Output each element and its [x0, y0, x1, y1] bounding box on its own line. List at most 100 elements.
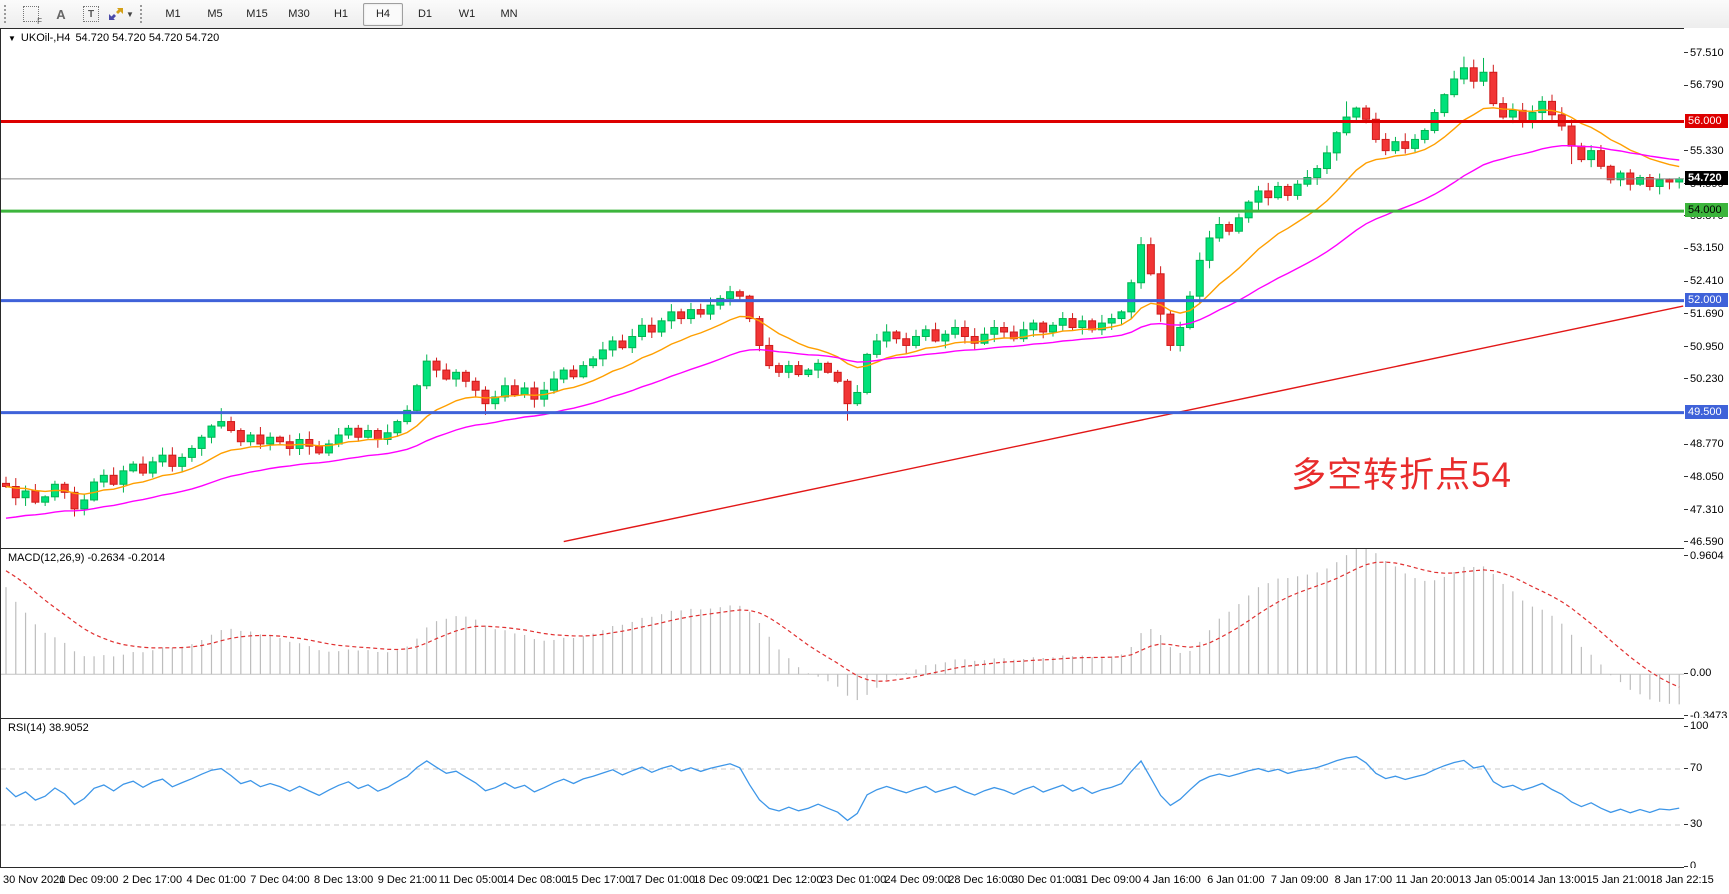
candle-body — [951, 327, 960, 335]
main-price-pane[interactable]: ▼ UKOil-,H4 54.720 54.720 54.720 54.720 … — [0, 28, 1685, 549]
timeframe-button-m5[interactable]: M5 — [207, 8, 223, 20]
timeframe-button-mn[interactable]: MN — [500, 8, 518, 20]
time-label: 23 Dec 01:00 — [820, 874, 887, 886]
time-label: 14 Jan 13:00 — [1522, 874, 1587, 886]
candle-body — [784, 365, 793, 373]
candle-body — [305, 438, 314, 447]
candle-body — [1459, 67, 1468, 80]
toolbar-grip-2[interactable] — [140, 5, 149, 23]
selection-tool-button[interactable]: F — [18, 3, 44, 26]
price-axis[interactable]: 57.51056.79055.33054.59053.87053.15052.4… — [1684, 28, 1729, 549]
candle-body — [579, 365, 588, 378]
candle-body — [491, 396, 500, 405]
tick-mark — [1684, 555, 1688, 557]
symbol-label: UKOil-,H4 — [20, 32, 71, 44]
timeframe-button-m30[interactable]: M30 — [288, 8, 310, 20]
timeframe-button-d1[interactable]: D1 — [417, 8, 433, 20]
candle-body — [608, 340, 617, 351]
candle-body — [1097, 322, 1106, 331]
time-label: 8 Jan 17:00 — [1334, 874, 1393, 886]
toolbar-grip[interactable] — [4, 5, 13, 23]
candle-body — [569, 369, 578, 378]
candle-body — [70, 491, 79, 510]
candle-body — [354, 427, 363, 438]
axis-tick: 100 — [1684, 720, 1708, 733]
axis-tick: 52.410 — [1684, 275, 1724, 288]
candle-body — [1215, 224, 1224, 239]
timeframe-button-h4[interactable]: H4 — [363, 2, 403, 26]
candle-body — [452, 371, 461, 380]
price-chart-canvas[interactable] — [1, 29, 1684, 548]
candle-body — [1166, 313, 1175, 346]
tick-label: 70 — [1690, 762, 1703, 774]
time-label: 21 Dec 12:00 — [757, 874, 823, 886]
trendline[interactable] — [563, 305, 1684, 543]
rsi-canvas[interactable] — [1, 719, 1684, 867]
candle-body — [1508, 109, 1517, 118]
tick-mark — [1684, 313, 1688, 315]
candle-body — [1420, 129, 1429, 140]
candle-body — [1469, 67, 1478, 82]
candle-body — [921, 329, 930, 337]
candle-body — [638, 324, 647, 337]
ohlc-quotes: 54.720 54.720 54.720 54.720 — [75, 32, 220, 44]
macd-pane[interactable]: MACD(12,26,9) -0.2634 -0.2014 — [0, 548, 1685, 719]
time-label: 18 Jan 22:15 — [1650, 874, 1714, 886]
candle-body — [1117, 311, 1126, 320]
candle-body — [432, 360, 441, 371]
candle-body — [1655, 179, 1664, 187]
symbol-caret-icon: ▼ — [8, 33, 16, 43]
candle-body — [1225, 224, 1234, 232]
candle-body — [1156, 273, 1165, 315]
candle-body — [1058, 318, 1067, 326]
candle-body — [60, 483, 69, 493]
tick-label: 0.00 — [1690, 667, 1712, 680]
label-tool-button[interactable]: A — [48, 3, 74, 25]
axis-tick: 55.330 — [1684, 144, 1724, 157]
time-axis[interactable]: 30 Nov 2020 1 Dec 09:00 2 Dec 17:00 4 Dec 0… — [0, 868, 1729, 894]
candle-body — [138, 463, 147, 474]
candle-body — [833, 371, 842, 382]
rsi-pane[interactable]: RSI(14) 38.9052 — [0, 718, 1685, 868]
candle-body — [549, 378, 558, 391]
candle-body — [501, 385, 510, 398]
candle-body — [1048, 324, 1057, 333]
timeframe-button-w1[interactable]: W1 — [458, 8, 476, 20]
candle-body — [266, 436, 275, 445]
candle-body — [1313, 168, 1322, 179]
axis-tick: 0 — [1684, 860, 1696, 873]
candle-body — [41, 496, 50, 503]
axis-tick: 48.050 — [1684, 470, 1724, 483]
candle-body — [1450, 78, 1459, 96]
time-label: 1 Dec 09:00 — [59, 874, 119, 886]
candle-body — [735, 291, 744, 297]
macd-canvas[interactable] — [1, 549, 1684, 718]
timeframe-button-h1[interactable]: H1 — [333, 8, 349, 20]
candle-body — [383, 432, 392, 440]
candle-body — [31, 490, 40, 503]
timeframe-button-m15[interactable]: M15 — [246, 8, 268, 20]
tick-mark — [1684, 150, 1688, 152]
candle-body — [902, 338, 911, 346]
tick-mark — [1684, 378, 1688, 380]
timeframe-button-m1[interactable]: M1 — [165, 8, 181, 20]
candle-body — [1577, 145, 1586, 161]
time-label: 6 Jan 01:00 — [1207, 874, 1265, 886]
candle-body — [628, 335, 637, 349]
arrows-tool-button[interactable]: ▼ — [108, 3, 134, 25]
time-label: 4 Jan 16:00 — [1143, 874, 1201, 886]
candle-body — [246, 434, 255, 443]
candle-body — [403, 409, 412, 423]
rsi-axis[interactable]: 100 70 30 0 — [1684, 718, 1729, 872]
text-tool-button[interactable]: T — [78, 3, 104, 25]
tick-mark — [1684, 767, 1688, 769]
time-label: 24 Dec 09:00 — [884, 874, 950, 886]
candle-body — [481, 389, 490, 405]
price-tag-49.500: 49.500 — [1685, 404, 1728, 419]
time-label: 15 Jan 21:00 — [1586, 874, 1651, 886]
tick-mark — [1684, 672, 1688, 674]
candle-body — [461, 371, 470, 382]
candle-body — [1645, 177, 1654, 187]
macd-axis[interactable]: 0.9604 0.00 -0.3473 — [1684, 548, 1729, 722]
candle-body — [667, 311, 676, 322]
